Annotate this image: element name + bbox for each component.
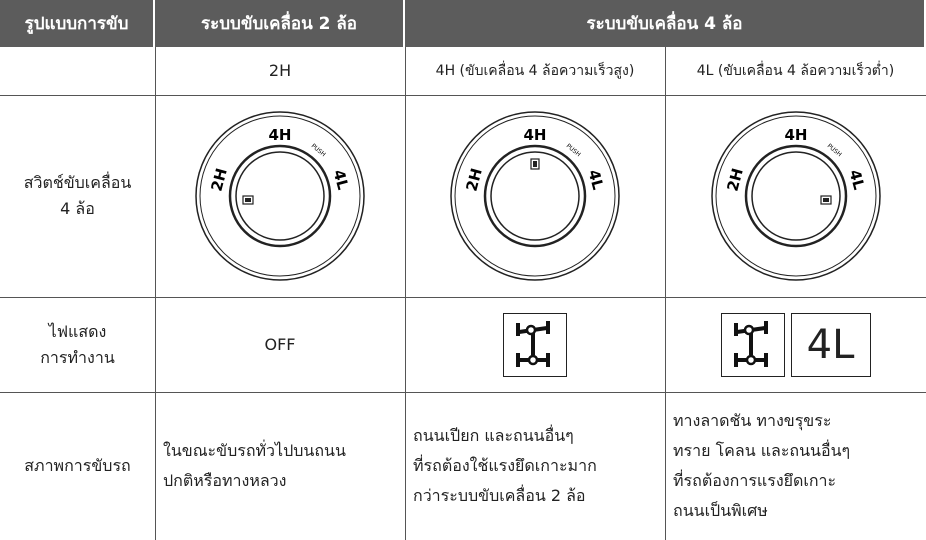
mode-cell: 4L (ขับเคลื่อน 4 ล้อความเร็วต่ำ)	[665, 47, 926, 95]
wheel	[516, 352, 520, 367]
header-cell: ระบบขับเคลื่อน 2 ล้อ	[155, 0, 405, 47]
lamp-off: OFF	[155, 297, 405, 392]
text-line: ไฟแสดง	[48, 321, 107, 341]
row-rule	[0, 392, 926, 393]
header-cell: รูปแบบการขับ	[0, 0, 155, 47]
text-line: 4H (ขับเคลื่อน 4 ล้อความเร็วสูง)	[435, 63, 635, 79]
dial-ring	[715, 115, 876, 277]
col-rule	[665, 47, 666, 540]
dial-ring	[744, 144, 847, 248]
dial-label: 4H	[269, 126, 292, 144]
dial-ring	[710, 111, 881, 281]
dial-ring	[228, 144, 332, 248]
dial-cell: 4H 2H 4L PUSH	[665, 95, 926, 297]
dial-indicator	[819, 195, 832, 205]
row-label: ไฟแสดงการทำงาน	[0, 297, 155, 392]
hub	[745, 354, 756, 365]
dial-cell: 4H 2H 4L PUSH	[155, 95, 405, 297]
indicator	[245, 198, 251, 202]
text-line: ถนนเปียก และถนนอื่นๆ	[413, 426, 574, 445]
dial-label: 4H	[524, 126, 547, 144]
dial-ring	[195, 111, 365, 281]
text-line: ในขณะขับรถทั่วไปบนถนน	[163, 441, 346, 460]
text-line: 4L (ขับเคลื่อน 4 ล้อความเร็วต่ำ)	[696, 63, 895, 79]
text-line: OFF	[264, 334, 296, 354]
dial-label: 4L	[330, 168, 353, 192]
dial-knob	[235, 151, 325, 241]
wheel	[763, 352, 768, 367]
wheel	[546, 320, 550, 334]
lamp-4l-box: 4L	[790, 312, 871, 377]
text-line: รูปแบบการขับ	[24, 13, 129, 34]
row-label: สวิตช์ขับเคลื่อน 4 ล้อ	[0, 95, 155, 297]
text-line: กว่าระบบขับเคลื่อน 2 ล้อ	[413, 486, 586, 505]
indicator	[822, 198, 829, 202]
lamp-icon	[720, 312, 785, 377]
row-rule	[0, 95, 926, 96]
dial-label: PUSH	[565, 142, 582, 158]
wheel	[733, 322, 738, 336]
dial-cell: 4H 2H 4L PUSH	[405, 95, 665, 297]
dial-knob	[490, 151, 580, 241]
shaft	[531, 332, 535, 355]
wheel	[516, 322, 520, 336]
dial-label: 2H	[207, 166, 230, 193]
lamp-icon	[503, 312, 567, 377]
indicator	[533, 161, 537, 167]
text-line: 4 ล้อ	[60, 199, 95, 218]
hub	[525, 324, 537, 335]
condition-cell: ในขณะขับรถทั่วไปบนถนนปกติหรือทางหลวง	[155, 392, 405, 540]
mode-cell: 4H (ขับเคลื่อน 4 ล้อความเร็วสูง)	[405, 47, 665, 95]
condition-cell: ทางลาดชัน ทางขรุขระทราย โคลน และถนนอื่นๆ…	[665, 392, 926, 540]
dial-label: 2H	[723, 166, 746, 193]
dial-ring	[199, 115, 361, 277]
text-line: ถนนเป็นพิเศษ	[673, 501, 768, 520]
dial-ring	[483, 144, 587, 248]
wheel	[733, 352, 738, 367]
dial-label: 4H	[784, 126, 807, 144]
dial-label: PUSH	[310, 142, 327, 158]
condition-cell: ถนนเปียก และถนนอื่นๆที่รถต้องใช้แรงยึดเก…	[405, 392, 665, 540]
dial-label: 2H	[462, 166, 485, 193]
text-line: การทำงาน	[40, 347, 115, 367]
wheel	[546, 352, 550, 367]
text-line: ระบบขับเคลื่อน 4 ล้อ	[586, 13, 743, 34]
row-label: สภาพการขับรถ	[0, 392, 155, 540]
hub	[743, 324, 754, 335]
text-line: ปกติหรือทางหลวง	[163, 471, 287, 490]
text-line: สภาพการขับรถ	[24, 456, 131, 475]
hub	[527, 354, 539, 365]
text-line: ที่รถต้องใช้แรงยึดเกาะมาก	[413, 456, 597, 475]
wheel	[763, 320, 768, 334]
text-line: สวิตช์ขับเคลื่อน	[23, 173, 132, 192]
col-rule	[155, 47, 156, 540]
text-line: ระบบขับเคลื่อน 2 ล้อ	[201, 13, 357, 34]
text-line: ทราย โคลน และถนนอื่นๆ	[673, 441, 851, 460]
text-line: ที่รถต้องการแรงยึดเกาะ	[673, 471, 837, 490]
dial-ring	[454, 115, 616, 277]
dial-label: 4L	[845, 168, 868, 192]
row-rule	[0, 297, 926, 298]
dial-label: 4L	[585, 168, 608, 192]
dial-indicator	[242, 195, 254, 205]
shaft	[748, 332, 753, 355]
lamp-4h	[405, 297, 665, 392]
lamp-4l: 4L	[665, 297, 926, 392]
dial-indicator	[530, 158, 540, 170]
dial-label: PUSH	[825, 142, 842, 158]
text-line: ทางลาดชัน ทางขรุขระ	[673, 411, 832, 430]
dial-knob	[750, 151, 841, 241]
header-cell: ระบบขับเคลื่อน 4 ล้อ	[405, 0, 926, 47]
mode-cell: 2H	[155, 47, 405, 95]
text-line: 2H	[268, 61, 292, 80]
col-rule	[405, 47, 406, 540]
dial-ring	[450, 111, 620, 281]
